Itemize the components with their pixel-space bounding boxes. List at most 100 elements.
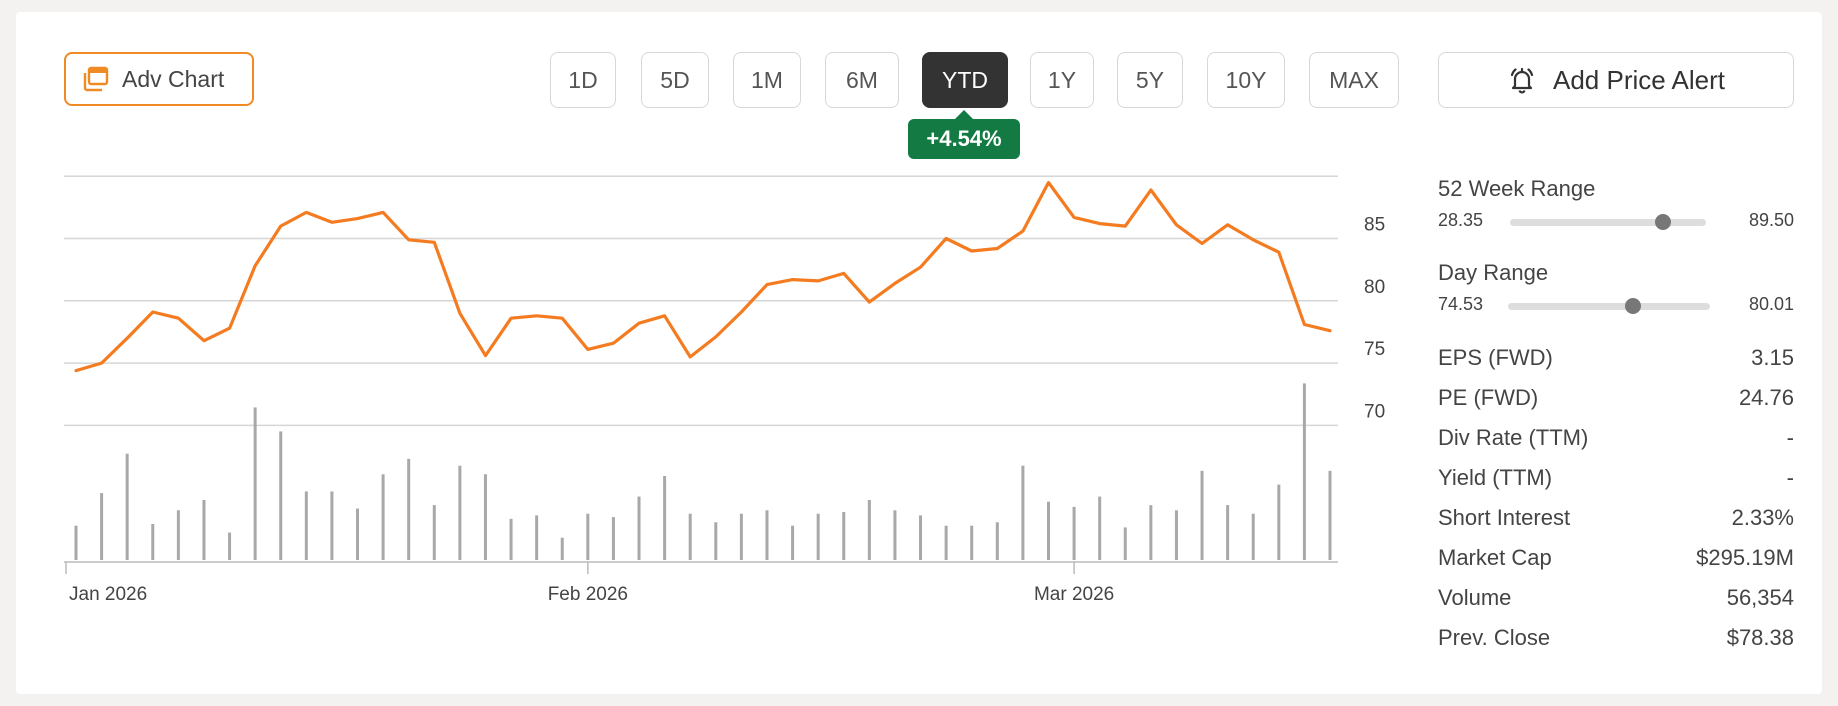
range-tab-1d[interactable]: 1D: [550, 52, 616, 108]
stat-row-prev-close: Prev. Close $78.38: [1438, 623, 1794, 653]
volume-bar: [1072, 506, 1076, 560]
day-range-title: Day Range: [1438, 260, 1549, 285]
day-range-row: 74.53 80.01: [1438, 294, 1794, 318]
stat-row-eps: EPS (FWD) 3.15: [1438, 343, 1794, 373]
range-tab-ytd[interactable]: YTD: [922, 52, 1008, 108]
volume-bar: [458, 465, 462, 560]
volume-bar: [1149, 505, 1153, 560]
week52-low: 28.35: [1438, 210, 1484, 230]
volume-bar: [253, 407, 257, 560]
stat-label: Div Rate (TTM): [1438, 425, 1589, 450]
y-tick-label: 75: [1364, 339, 1385, 360]
volume-bar: [586, 513, 590, 560]
period-change-badge: +4.54%: [908, 110, 1020, 159]
volume-bar: [74, 525, 78, 560]
volume-bar: [228, 532, 232, 560]
volume-bar: [1046, 501, 1050, 560]
stat-value: 2.33%: [1731, 505, 1794, 530]
stat-label: Market Cap: [1438, 545, 1552, 570]
stat-label: PE (FWD): [1438, 385, 1539, 410]
stat-label: Prev. Close: [1438, 625, 1551, 650]
volume-bar: [791, 525, 795, 560]
week52-range: 52 Week Range 28.35 89.50: [1438, 176, 1794, 230]
price-volume-chart: 70 75 80 85 Jan 2026 Feb 2026 Mar 2026: [64, 175, 1385, 605]
stat-label: Short Interest: [1438, 505, 1571, 530]
stat-value: -: [1786, 465, 1794, 490]
range-tab-5y[interactable]: 5Y: [1117, 52, 1183, 108]
volume-bar: [970, 525, 974, 560]
volume-bar: [919, 515, 923, 560]
stat-row-pe: PE (FWD) 24.76: [1438, 383, 1794, 413]
x-tick-label: Feb 2026: [548, 584, 628, 605]
volume-bar: [765, 510, 769, 560]
volume-bar: [356, 508, 360, 560]
stat-row-volume: Volume 56,354: [1438, 583, 1794, 613]
x-axis-ticks: Jan 2026 Feb 2026 Mar 2026: [65, 562, 1114, 605]
adv-chart-button[interactable]: Adv Chart: [64, 52, 254, 106]
stat-value: -: [1786, 425, 1794, 450]
volume-bar: [509, 518, 513, 560]
day-low: 74.53: [1438, 294, 1484, 314]
range-tab-6m[interactable]: 6M: [825, 52, 899, 108]
chart-layers-icon: [83, 66, 109, 92]
volume-bar: [1200, 470, 1204, 560]
range-tab-5d[interactable]: 5D: [641, 52, 709, 108]
stat-label: EPS (FWD): [1438, 345, 1553, 370]
quote-chart-card: Adv Chart 1D 5D 1M 6M YTD 1Y 5Y 10Y MAX …: [16, 12, 1822, 694]
stat-value: $295.19M: [1696, 545, 1794, 570]
volume-bar: [611, 517, 615, 560]
volume-bar: [151, 524, 155, 560]
volume-bar: [816, 513, 820, 560]
volume-bar: [714, 522, 718, 560]
volume-bar: [944, 525, 948, 560]
volume-bars: [74, 383, 1332, 560]
stat-row-market-cap: Market Cap $295.19M: [1438, 543, 1794, 573]
week52-range-row: 28.35 89.50: [1438, 210, 1794, 234]
volume-bar: [535, 515, 539, 560]
range-tab-1y[interactable]: 1Y: [1030, 52, 1094, 108]
volume-bar: [202, 500, 206, 560]
x-tick-label: Jan 2026: [69, 584, 147, 605]
price-series-line: [74, 180, 1332, 373]
volume-bar: [100, 493, 104, 560]
volume-bar: [1021, 465, 1025, 560]
stat-row-yield: Yield (TTM) -: [1438, 463, 1794, 493]
volume-bar: [1251, 513, 1255, 560]
day-range-track: [1508, 298, 1710, 314]
volume-bar: [1277, 484, 1281, 560]
volume-bar: [995, 522, 999, 560]
volume-bar: [842, 512, 846, 560]
bell-icon: [1510, 67, 1534, 94]
volume-bar: [688, 513, 692, 560]
volume-bar: [279, 431, 283, 560]
stat-row-div-rate: Div Rate (TTM) -: [1438, 423, 1794, 453]
volume-bar: [560, 537, 564, 560]
range-tab-max[interactable]: MAX: [1309, 52, 1399, 108]
volume-bar: [407, 458, 411, 560]
y-tick-label: 70: [1364, 401, 1385, 422]
chart-gridlines: [64, 175, 1338, 427]
x-tick-label: Mar 2026: [1034, 584, 1114, 605]
stat-value: 56,354: [1726, 585, 1794, 610]
volume-bar: [125, 453, 129, 560]
volume-bar: [330, 491, 334, 560]
volume-bar: [663, 476, 667, 560]
week52-range-title: 52 Week Range: [1438, 176, 1596, 201]
volume-bar: [483, 474, 487, 560]
volume-bar: [1098, 496, 1102, 560]
volume-bar: [1328, 470, 1332, 560]
stat-label: Volume: [1438, 585, 1512, 610]
range-tab-1m[interactable]: 1M: [733, 52, 801, 108]
week52-range-marker: [1654, 214, 1671, 230]
range-tab-10y[interactable]: 10Y: [1207, 52, 1285, 108]
volume-bar: [1174, 510, 1178, 560]
volume-bar: [893, 510, 897, 560]
volume-bar: [304, 491, 308, 560]
stat-label: Yield (TTM): [1438, 465, 1553, 490]
add-price-alert-label: Add Price Alert: [1553, 64, 1725, 95]
y-tick-label: 80: [1364, 277, 1385, 298]
stat-value: 24.76: [1738, 385, 1794, 410]
volume-bar: [739, 513, 743, 560]
week52-range-track: [1510, 214, 1706, 230]
add-price-alert-button[interactable]: Add Price Alert: [1438, 52, 1794, 108]
